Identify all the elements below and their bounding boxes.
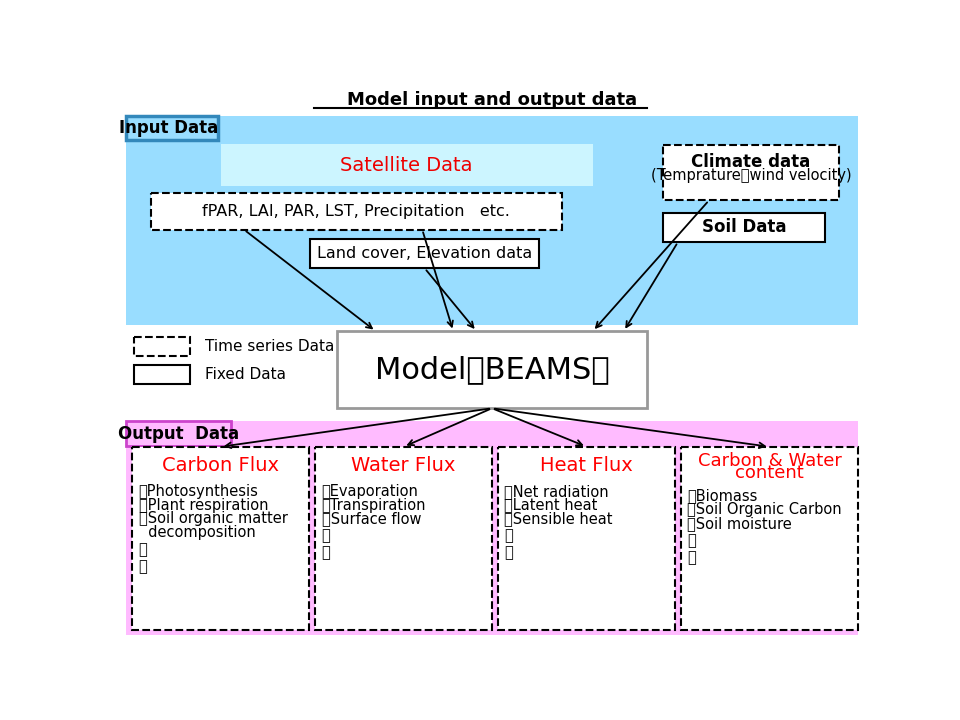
Text: ，: ，	[504, 528, 514, 544]
Bar	[662, 145, 839, 200]
Text: ・Sensible heat: ・Sensible heat	[504, 511, 612, 526]
Text: Fixed Data: Fixed Data	[205, 367, 286, 382]
Text: content: content	[735, 464, 804, 482]
Bar	[126, 116, 218, 140]
Text: ・Biomass: ・Biomass	[687, 488, 757, 503]
Bar	[315, 446, 492, 630]
Bar	[310, 239, 539, 268]
Bar	[151, 193, 562, 230]
Text: ・Soil Organic Carbon: ・Soil Organic Carbon	[687, 502, 842, 517]
Bar	[126, 116, 218, 140]
Text: Carbon Flux: Carbon Flux	[162, 456, 279, 474]
Text: ，: ，	[322, 528, 330, 544]
Text: Soil Data: Soil Data	[702, 218, 786, 236]
Text: ・Net radiation: ・Net radiation	[504, 484, 609, 499]
Text: (Temprature・wind velocity): (Temprature・wind velocity)	[651, 168, 852, 183]
Text: ，: ，	[322, 545, 330, 560]
Bar	[221, 144, 592, 186]
Text: decomposition: decomposition	[138, 526, 255, 540]
Text: ・Soil organic matter: ・Soil organic matter	[138, 511, 287, 526]
Bar	[132, 446, 309, 630]
Text: ・Soil moisture: ・Soil moisture	[687, 516, 792, 531]
Text: ，: ，	[687, 533, 696, 548]
Text: Input Data: Input Data	[119, 119, 219, 137]
Text: fPAR, LAI, PAR, LST, Precipitation   etc.: fPAR, LAI, PAR, LST, Precipitation etc.	[203, 204, 511, 219]
Bar	[134, 365, 190, 384]
Text: ・Plant respiration: ・Plant respiration	[138, 498, 268, 513]
Text: Carbon & Water: Carbon & Water	[698, 451, 841, 469]
Bar	[126, 421, 858, 636]
Text: Land cover, Elevation data: Land cover, Elevation data	[317, 246, 532, 261]
Text: ・Evaporation: ・Evaporation	[322, 484, 419, 499]
Bar	[337, 331, 647, 408]
Bar	[126, 116, 858, 325]
Text: ，: ，	[138, 559, 147, 574]
Bar	[662, 212, 826, 242]
Text: Time series Data: Time series Data	[205, 339, 335, 354]
Text: ・Transpiration: ・Transpiration	[322, 498, 426, 513]
Text: ・Photosynthesis: ・Photosynthesis	[138, 484, 258, 499]
Text: Output  Data: Output Data	[117, 425, 239, 443]
Text: Heat Flux: Heat Flux	[540, 456, 633, 474]
Bar	[126, 421, 230, 446]
Bar	[681, 446, 858, 630]
Bar	[134, 338, 190, 356]
Text: Climate data: Climate data	[691, 153, 810, 171]
Text: Water Flux: Water Flux	[351, 456, 456, 474]
Text: ，: ，	[138, 542, 147, 557]
Text: Model input and output data: Model input and output data	[347, 91, 637, 109]
Text: ・Latent heat: ・Latent heat	[504, 498, 598, 513]
Text: ・Surface flow: ・Surface flow	[322, 511, 421, 526]
Text: ，: ，	[687, 550, 696, 565]
Bar	[498, 446, 675, 630]
Text: Model（BEAMS）: Model（BEAMS）	[374, 355, 610, 384]
Text: Satellite Data: Satellite Data	[341, 156, 473, 175]
Text: ，: ，	[504, 545, 514, 560]
